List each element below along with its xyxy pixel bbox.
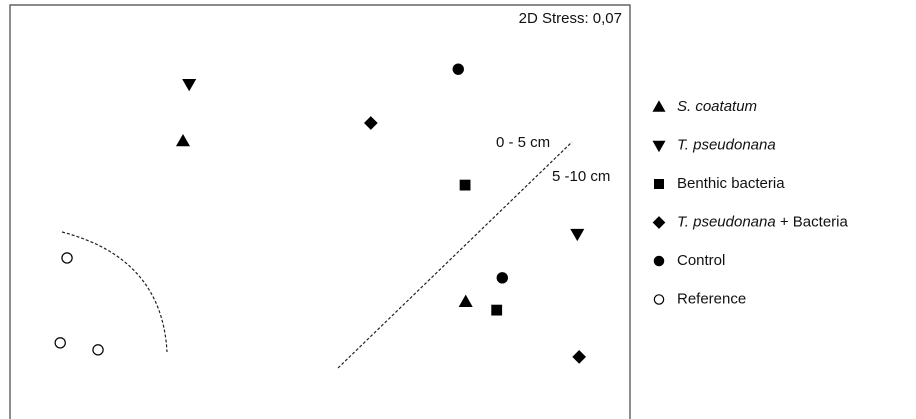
legend-marker bbox=[652, 140, 666, 153]
circle-marker bbox=[452, 63, 464, 75]
plot-frame bbox=[9, 4, 631, 419]
triangle-down-marker bbox=[182, 78, 197, 92]
legend-label: Benthic bacteria bbox=[677, 175, 785, 192]
diamond-marker bbox=[572, 350, 587, 364]
legend-label: T. pseudonana bbox=[677, 136, 776, 153]
circle-marker bbox=[496, 272, 508, 284]
triangle-down-marker bbox=[570, 228, 585, 242]
legend-label: S. coatatum bbox=[677, 98, 757, 115]
legend-label: Reference bbox=[677, 290, 746, 307]
triangle-up-marker bbox=[458, 294, 473, 307]
reference-arc bbox=[61, 231, 168, 353]
depth-label: 0 - 5 cm bbox=[496, 134, 550, 151]
stress-label: 2D Stress: 0,07 bbox=[519, 10, 622, 27]
square-marker bbox=[459, 179, 471, 191]
depth-label: 5 -10 cm bbox=[552, 168, 610, 185]
square-marker bbox=[491, 304, 503, 316]
legend-marker bbox=[653, 294, 665, 305]
circle-marker bbox=[61, 252, 73, 264]
circle-marker bbox=[54, 337, 66, 349]
depth-divider bbox=[337, 141, 573, 369]
circle-marker bbox=[92, 344, 104, 356]
legend-marker bbox=[652, 216, 666, 229]
diamond-marker bbox=[363, 116, 378, 130]
legend-marker bbox=[653, 255, 665, 267]
legend-marker bbox=[652, 100, 666, 112]
triangle-up-marker bbox=[175, 133, 191, 147]
legend-marker bbox=[653, 179, 664, 190]
legend-label: Control bbox=[677, 252, 725, 269]
legend-label: T. pseudonana + Bacteria bbox=[677, 213, 848, 230]
